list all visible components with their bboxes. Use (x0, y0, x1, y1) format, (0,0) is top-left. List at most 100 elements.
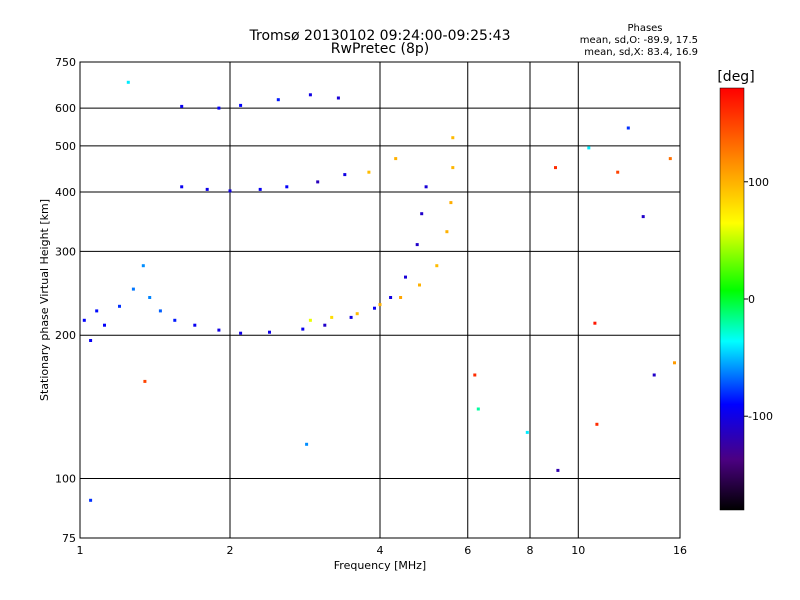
x-tick-label: 4 (377, 544, 384, 557)
data-point (118, 304, 121, 308)
y-tick-label: 600 (55, 102, 76, 115)
data-point (89, 498, 93, 502)
x-tick-label: 10 (571, 544, 585, 557)
data-point (420, 212, 424, 216)
data-point (89, 339, 93, 342)
colorbar-label: [deg] (717, 69, 754, 85)
x-tick-label: 16 (673, 544, 687, 557)
data-point (316, 180, 320, 184)
data-point (415, 243, 419, 247)
data-point (217, 106, 221, 110)
data-point (367, 170, 371, 174)
y-tick-label: 750 (55, 56, 76, 69)
data-point (593, 321, 597, 325)
data-point (336, 96, 340, 100)
data-point (131, 287, 135, 291)
data-point (285, 185, 289, 189)
data-point (668, 157, 672, 161)
data-point (95, 309, 99, 313)
colorbar-tick-label: 0 (748, 293, 755, 306)
data-point (180, 104, 184, 108)
y-axis-label: Stationary phase Virtual Height [km] (38, 199, 51, 401)
data-point (148, 296, 152, 299)
data-point (258, 187, 262, 191)
data-point (424, 185, 428, 189)
data-point (616, 170, 620, 174)
data-point (445, 230, 449, 234)
data-point (330, 315, 334, 319)
data-point (349, 315, 353, 319)
data-point (525, 430, 529, 434)
chart-title: Tromsø 20130102 09:24:00-09:25:43 (249, 28, 511, 44)
data-point (308, 318, 312, 322)
data-point (652, 373, 656, 377)
data-point (595, 422, 599, 426)
grid-lines (80, 62, 680, 538)
data-point (394, 157, 398, 161)
data-point (323, 323, 327, 327)
x-axis-label: Frequency [MHz] (334, 559, 426, 572)
data-point (193, 323, 197, 327)
data-point (217, 328, 221, 332)
y-tick-label: 200 (55, 329, 76, 342)
data-point (673, 361, 676, 365)
data-point (556, 468, 560, 472)
data-point (404, 275, 407, 279)
x-tick-label: 6 (464, 544, 471, 557)
data-point (626, 126, 630, 130)
data-point (308, 93, 312, 97)
colorbar (719, 87, 745, 511)
stats-x-mode: mean, sd,X: 83.4, 16.9 (584, 47, 698, 58)
y-tick-label: 500 (55, 140, 76, 153)
data-point (205, 187, 209, 191)
data-point (641, 215, 645, 219)
data-point (473, 373, 477, 377)
data-point (82, 318, 86, 322)
data-points (82, 80, 676, 502)
data-point (355, 312, 359, 316)
data-point (399, 296, 403, 299)
data-point (435, 264, 439, 268)
data-point (158, 309, 162, 313)
y-tick-label: 75 (62, 532, 76, 545)
x-tick-labels: 1 2 4 6 8 10 16 (77, 544, 688, 557)
y-tick-label: 300 (55, 245, 76, 258)
data-point (587, 146, 591, 150)
data-point (451, 136, 455, 140)
x-tick-label: 2 (227, 544, 234, 557)
x-tick-label: 8 (527, 544, 534, 557)
data-point (301, 327, 305, 331)
y-tick-label: 400 (55, 186, 76, 199)
x-tick-label: 1 (77, 544, 84, 557)
data-point (343, 173, 347, 177)
data-point (554, 166, 557, 170)
y-tick-label: 100 (55, 473, 76, 486)
plot-frame (79, 61, 681, 539)
colorbar-ticks: 100 0 -100 (744, 176, 773, 423)
data-point (268, 330, 271, 334)
data-point (141, 264, 145, 268)
data-point (373, 306, 376, 310)
data-point (180, 185, 184, 189)
data-point (228, 189, 232, 193)
data-point (276, 98, 280, 102)
data-point (126, 80, 130, 84)
stats-o-mode: mean, sd,O: -89.9, 17.5 (580, 35, 698, 46)
data-point (305, 442, 309, 446)
data-point (239, 331, 243, 335)
chart-subtitle: RwPretec (8p) (331, 41, 429, 57)
data-point (143, 379, 147, 383)
stats-heading: Phases (627, 23, 662, 34)
colorbar-tick-label: 100 (748, 176, 769, 189)
colorbar-tick-label: -100 (748, 410, 773, 423)
data-point (103, 323, 106, 327)
data-point (378, 303, 382, 307)
data-point (449, 201, 453, 205)
data-point (389, 296, 393, 299)
data-point (418, 283, 421, 287)
y-tick-labels: 75 100 200 300 400 500 600 750 (55, 56, 76, 545)
data-point (173, 318, 177, 322)
data-point (476, 407, 480, 411)
data-point (239, 103, 243, 107)
